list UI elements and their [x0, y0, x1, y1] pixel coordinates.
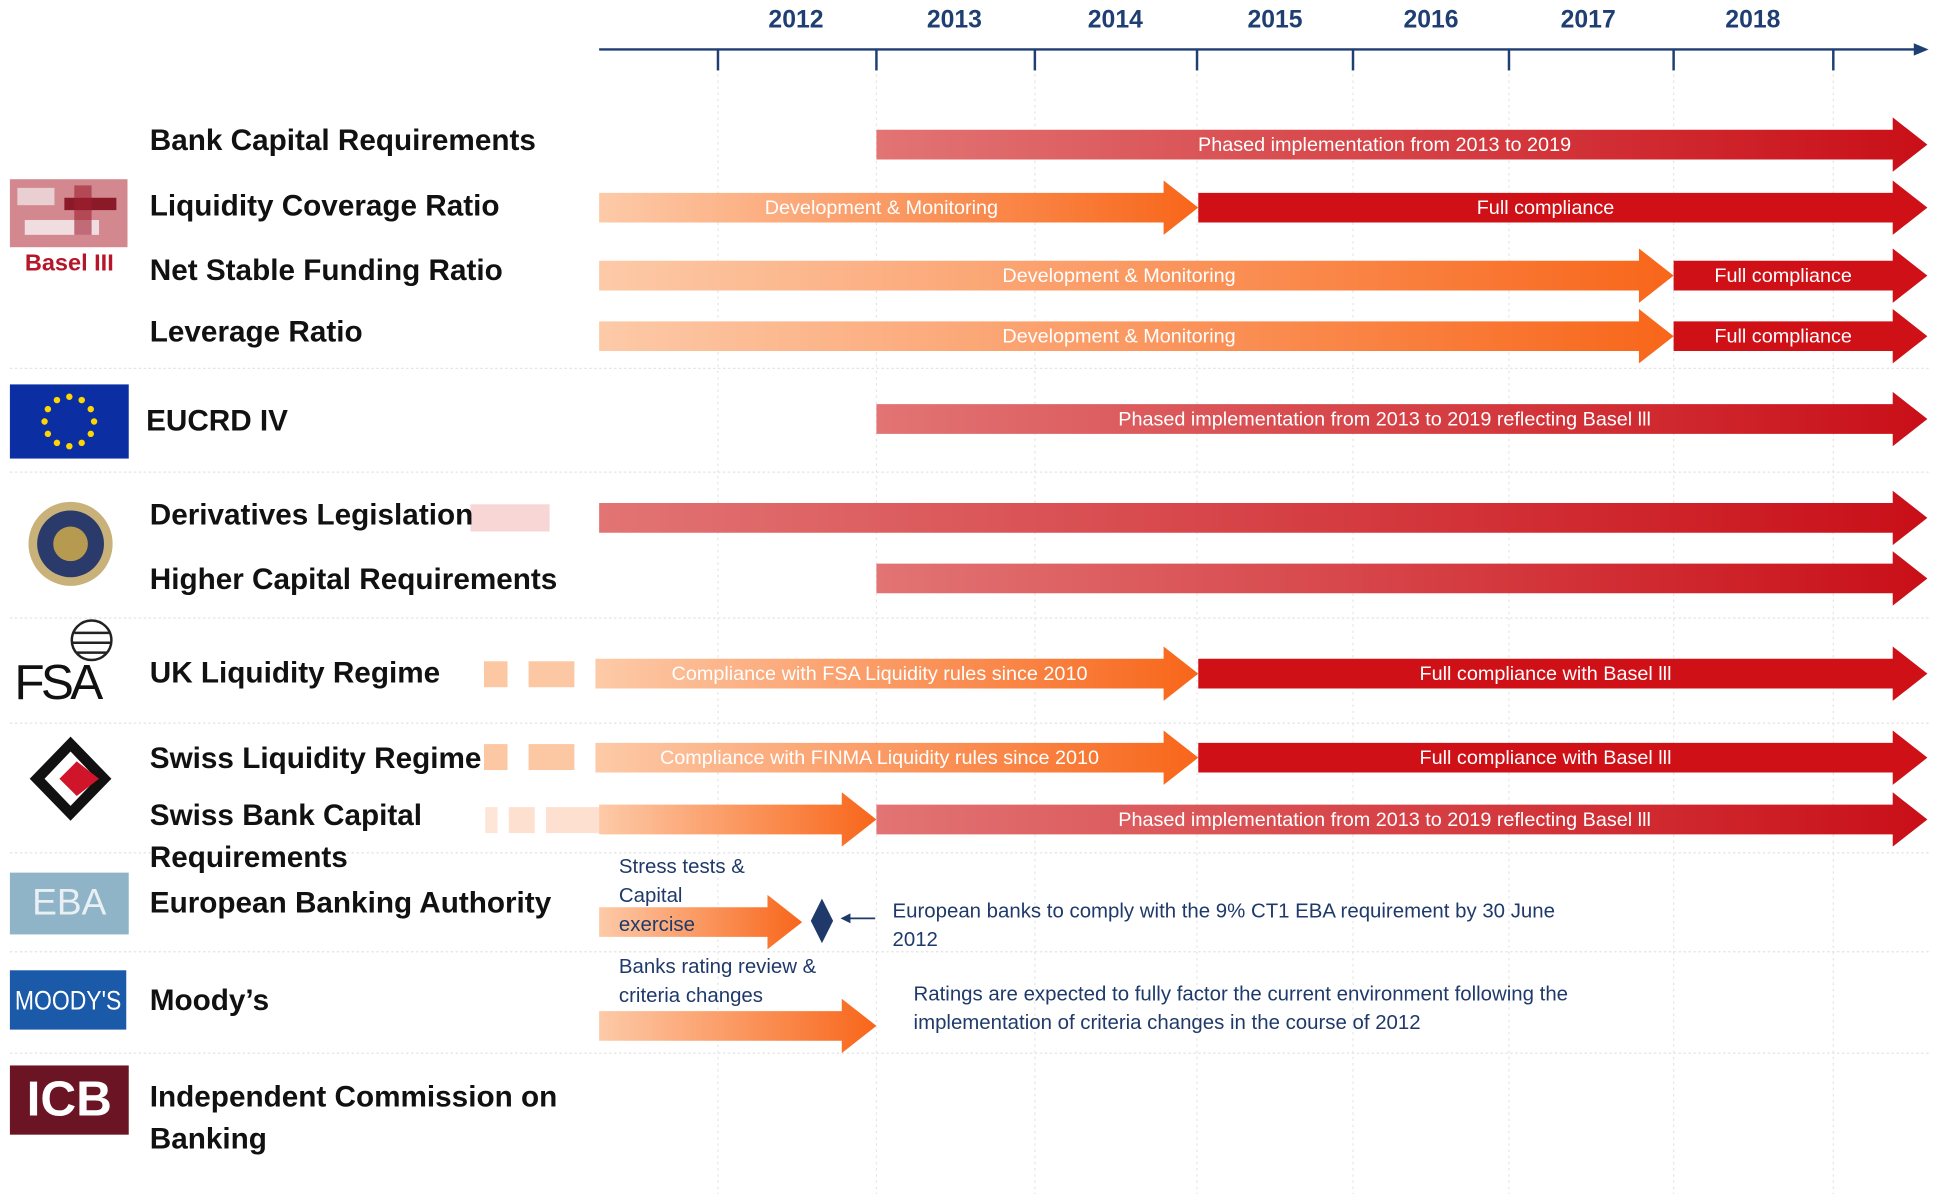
star: [88, 406, 94, 412]
arrow-label: Phased implementation from 2013 to 2019 …: [1118, 408, 1651, 430]
year-label: 2015: [1247, 7, 1302, 34]
row-label: Bank Capital Requirements: [150, 124, 536, 157]
callout: 2012: [893, 929, 938, 951]
logo-text: FSA: [14, 655, 103, 710]
row-label: European Banking Authority: [150, 887, 552, 920]
star: [66, 394, 72, 400]
star: [41, 418, 47, 424]
timeline-arrow: [599, 792, 876, 846]
arrow-label: Full compliance: [1714, 265, 1852, 287]
year-label: 2014: [1088, 7, 1143, 34]
arrow-label: Compliance with FSA Liquidity rules sinc…: [672, 663, 1088, 685]
pale-block: [484, 744, 508, 770]
arrow-label: Compliance with FINMA Liquidity rules si…: [660, 747, 1099, 769]
note: Banks rating review &: [619, 956, 817, 978]
logo-text: ICB: [27, 1072, 112, 1127]
callout: implementation of criteria changes in th…: [914, 1012, 1421, 1034]
arrow-label: Development & Monitoring: [1002, 265, 1235, 287]
pale-block: [529, 661, 575, 687]
note: exercise: [619, 914, 695, 936]
note: Capital: [619, 885, 683, 907]
timeline-arrow: [876, 551, 1927, 605]
arrow-label: Full compliance with Basel lll: [1420, 747, 1672, 769]
fsa-logo: FSA: [14, 620, 111, 710]
year-label: 2017: [1561, 7, 1616, 34]
row-label: Requirements: [150, 841, 348, 874]
note: criteria changes: [619, 985, 763, 1007]
eu-logo: [10, 384, 129, 458]
star: [54, 397, 60, 403]
pale-block: [484, 661, 508, 687]
row-label: Higher Capital Requirements: [150, 563, 558, 596]
star: [66, 443, 72, 449]
star: [45, 406, 51, 412]
year-label: 2018: [1725, 7, 1780, 34]
star: [45, 431, 51, 437]
arrow-label: Development & Monitoring: [1002, 326, 1235, 348]
row-label: Swiss Bank Capital: [150, 799, 422, 832]
pale-block: [546, 807, 599, 833]
year-label: 2012: [768, 7, 823, 34]
row-label: Derivatives Legislation: [150, 499, 473, 532]
row-label: Swiss Liquidity Regime: [150, 742, 482, 775]
star: [78, 440, 84, 446]
row-label: Liquidity Coverage Ratio: [150, 190, 500, 223]
row-label: Net Stable Funding Ratio: [150, 254, 503, 287]
star: [78, 397, 84, 403]
basel-logo: Basel III: [10, 179, 128, 275]
star: [91, 418, 97, 424]
arrow-label: Phased implementation from 2013 to 2019: [1198, 134, 1571, 156]
timeline: Basel III FSA EBA MOODY'S ICB 2012 2013 20…: [0, 0, 1941, 1194]
row-label: Independent Commission on: [150, 1081, 557, 1114]
row-label: UK Liquidity Regime: [150, 657, 440, 690]
callout: Ratings are expected to fully factor the…: [914, 983, 1568, 1005]
logo-text: Basel III: [25, 250, 114, 276]
arrow-label: Development & Monitoring: [765, 197, 998, 219]
year-label: 2016: [1403, 7, 1458, 34]
logo-text: MOODY'S: [15, 985, 121, 1016]
milestone: [811, 899, 833, 943]
row-label: Leverage Ratio: [150, 316, 363, 349]
seal-logo: [28, 502, 112, 586]
axis-arrow: [1914, 43, 1929, 55]
arrow-label: Phased implementation from 2013 to 2019 …: [1118, 809, 1651, 831]
row-label: Banking: [150, 1123, 267, 1156]
pale-block: [509, 807, 535, 833]
timeline-arrow: [599, 491, 1927, 545]
arrow-label: Full compliance: [1477, 197, 1615, 219]
icb-logo: ICB: [10, 1065, 129, 1134]
swiss-logo: [30, 737, 112, 821]
year-label: 2013: [927, 7, 982, 34]
pale-block: [470, 504, 549, 531]
note: Stress tests &: [619, 856, 745, 878]
pointer-head: [841, 913, 851, 923]
arrow-label: Full compliance with Basel lll: [1420, 663, 1672, 685]
logo-text: EBA: [32, 881, 107, 923]
pale-block: [485, 807, 497, 833]
eba-logo: EBA: [10, 873, 129, 935]
star: [88, 431, 94, 437]
row-label: EUCRD IV: [146, 405, 288, 438]
moodys-logo: MOODY'S: [10, 970, 126, 1029]
callout: European banks to comply with the 9% CT1…: [893, 901, 1555, 923]
pale-block: [529, 744, 575, 770]
row-label: Moody’s: [150, 984, 269, 1017]
star: [54, 440, 60, 446]
arrow-label: Full compliance: [1714, 326, 1852, 348]
